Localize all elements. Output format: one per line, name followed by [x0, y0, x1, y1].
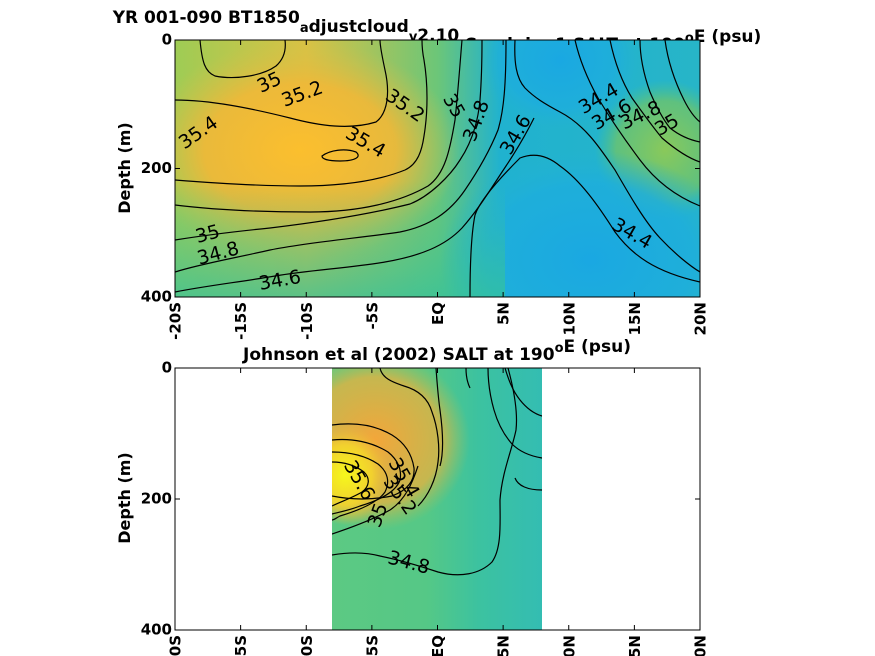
x-tick-label: 10N	[560, 635, 578, 656]
contour-line	[332, 465, 419, 535]
contour-line	[175, 40, 389, 127]
contour-line	[609, 40, 700, 163]
contour-line	[639, 40, 700, 143]
top-y-tick-labels: 0 200 400	[141, 31, 172, 306]
title-part: o	[685, 31, 694, 46]
contour-line	[175, 117, 535, 293]
title-part: YR 001-090 BT1850	[112, 8, 300, 28]
x-tick-label: -15S	[232, 635, 250, 656]
x-tick-label: -10S	[298, 635, 316, 656]
x-tick-label: -20S	[167, 302, 185, 340]
top-panel: YR 001-090 BT1850adjustcloudv2.10ICnudgi…	[112, 8, 762, 340]
contour-line	[469, 154, 700, 297]
bottom-panel: Johnson et al (2002) SALT at 190oE (psu)…	[115, 337, 710, 656]
contour-line	[504, 368, 542, 417]
top-ticks	[174, 39, 701, 298]
y-tick-label: 200	[141, 490, 172, 508]
contour-line	[175, 40, 428, 187]
title-part: djustcloud	[309, 17, 409, 37]
contour-line	[574, 40, 700, 207]
top-heatmap	[175, 40, 700, 297]
x-tick-label: 10N	[560, 302, 578, 335]
top-x-tick-labels: -20S -15S -10S -5S EQ 5N 10N 15N 20N	[167, 302, 710, 340]
x-tick-label: -10S	[298, 302, 316, 340]
top-y-axis-label: Depth (m)	[115, 122, 134, 214]
contour-line	[332, 461, 369, 507]
title-part: E (psu)	[694, 27, 761, 47]
contour-line	[487, 368, 542, 459]
contour-line	[332, 423, 415, 500]
y-tick-label: 0	[162, 359, 172, 377]
bottom-y-tick-labels: 0 200 400	[141, 359, 172, 639]
bottom-title: Johnson et al (2002) SALT at 190oE (psu)	[242, 337, 631, 365]
contour-line	[175, 40, 463, 213]
title-part: E (psu)	[564, 337, 631, 357]
x-tick-label: 20N	[692, 635, 710, 656]
y-tick-label: 400	[141, 621, 172, 639]
bottom-x-tick-labels: -20S -15S -10S -5S EQ 5N 10N 15N 20N	[167, 635, 710, 656]
x-tick-label: EQ	[429, 302, 447, 325]
x-tick-label: 5N	[495, 302, 513, 325]
contour-line	[514, 40, 700, 273]
x-tick-label: -20S	[167, 635, 185, 656]
title-part: o	[555, 341, 564, 356]
y-tick-label: 400	[141, 288, 172, 306]
top-heatmap-low-deep	[440, 150, 700, 297]
contour-line	[332, 451, 389, 521]
x-tick-label: -15S	[232, 302, 250, 340]
top-heatmap-depth-shade	[175, 40, 505, 297]
contour-line	[332, 438, 402, 515]
contour-line	[175, 40, 507, 273]
contour-line	[321, 149, 359, 162]
top-heatmap-low-west	[480, 40, 640, 130]
bottom-y-axis-label: Depth (m)	[115, 452, 134, 544]
contour-line	[199, 40, 286, 79]
top-contours	[175, 40, 700, 297]
contour-line	[332, 368, 518, 576]
bottom-ticks	[174, 367, 701, 631]
y-tick-label: 200	[141, 159, 172, 177]
contour-line	[465, 368, 471, 389]
contour-line	[379, 368, 440, 507]
contour-line	[664, 40, 700, 123]
title-part: a	[300, 21, 309, 36]
x-tick-label: EQ	[429, 635, 447, 656]
x-tick-label: -5S	[363, 302, 381, 329]
contour-line	[435, 368, 444, 467]
title-part: v	[409, 30, 418, 45]
x-tick-label: -5S	[363, 635, 381, 656]
x-tick-label: 20N	[692, 302, 710, 335]
contour-line	[514, 477, 542, 491]
x-tick-label: 15N	[626, 635, 644, 656]
title-part: Johnson et al (2002) SALT at 190	[242, 345, 555, 365]
x-tick-label: 15N	[626, 302, 644, 335]
x-tick-label: 5N	[495, 635, 513, 656]
contour-line	[175, 40, 483, 241]
bottom-contours	[332, 368, 542, 576]
y-tick-label: 0	[162, 31, 172, 49]
